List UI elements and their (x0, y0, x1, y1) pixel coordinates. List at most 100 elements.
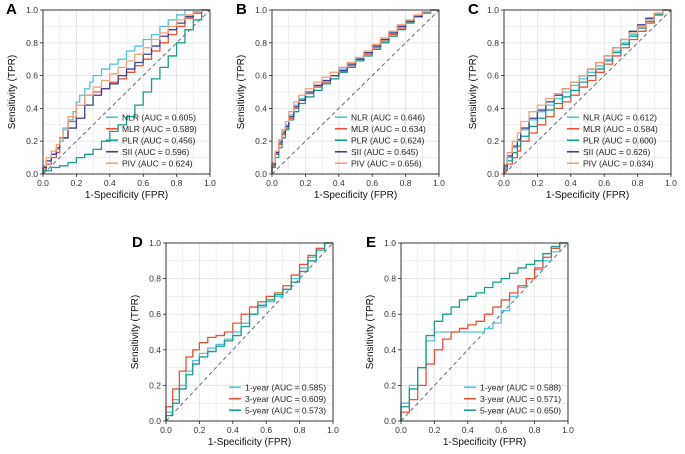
reference-diagonal (165, 242, 334, 422)
y-tick-label: 0.6 (255, 71, 267, 81)
x-tick-label: 0.0 (37, 178, 49, 188)
x-tick-label: 0.0 (395, 425, 407, 435)
x-tick-label: 1.0 (204, 178, 216, 188)
x-axis-title: 1-Specificity (FPR) (208, 437, 291, 448)
legend-label: NLR (AUC = 0.605) (122, 112, 196, 122)
panel-e: 0.0 0.2 0.4 0.6 0.8 1.0 0.0 0.2 0.4 0.6 0.8 1.0 1-Sp… (365, 234, 574, 448)
legend-label: NLR (AUC = 0.612) (583, 112, 657, 122)
y-tick-label: 0.6 (487, 71, 499, 81)
legend-label: SII (AUC = 0.645) (351, 147, 418, 157)
y-tick-label: 0.8 (255, 38, 267, 48)
x-tick-label: 0.8 (529, 425, 541, 435)
y-tick-label: 0.4 (487, 103, 499, 113)
legend-label: PLR (AUC = 0.624) (351, 135, 425, 145)
legend-label: PIV (AUC = 0.656) (351, 158, 422, 168)
roc-curve-4 (271, 9, 439, 174)
x-tick-label: 0.8 (171, 178, 183, 188)
legend-label: 1-year (AUC = 0.588) (480, 382, 561, 392)
roc-curve-3 (271, 9, 439, 174)
y-tick-label: 0.4 (384, 345, 396, 355)
panel-letter: D (132, 234, 143, 251)
x-axis-title: 1-Specificity (FPR) (546, 190, 629, 201)
x-tick-label: 0.4 (333, 178, 345, 188)
x-tick-label: 0.0 (498, 178, 510, 188)
y-tick-label: 0.8 (26, 38, 38, 48)
roc-curve-2 (400, 242, 568, 421)
y-tick-label: 1.0 (487, 5, 499, 15)
y-tick-label: 1.0 (26, 5, 38, 15)
y-tick-label: 1.0 (255, 5, 267, 15)
x-tick-label: 0.4 (227, 425, 239, 435)
x-tick-label: 1.0 (327, 425, 339, 435)
x-tick-label: 0.6 (366, 178, 378, 188)
panel-a: 0.0 0.2 0.4 0.6 0.8 1.0 0.0 0.2 0.4 0.6 0.8 1.0 1-Sp… (6, 1, 216, 201)
y-tick-label: 0.6 (149, 309, 161, 319)
x-tick-label: 0.6 (495, 425, 507, 435)
legend-label: MLR (AUC = 0.634) (351, 124, 426, 134)
roc-curve-5 (503, 9, 671, 174)
x-tick-label: 0.6 (598, 178, 610, 188)
x-tick-label: 0.2 (70, 178, 82, 188)
legend: NLR (AUC = 0.612) MLR (AUC = 0.584)PLR (A… (567, 112, 658, 168)
roc-curve-3 (165, 242, 333, 421)
legend: NLR (AUC = 0.605) MLR (AUC = 0.589)PLR (A… (106, 112, 197, 168)
y-tick-label: 0.4 (149, 345, 161, 355)
axis-frame (165, 242, 334, 422)
roc-curve-5 (42, 9, 210, 174)
x-tick-label: 1.0 (665, 178, 677, 188)
legend-label: 5-year (AUC = 0.650) (480, 405, 561, 415)
legend-label: NLR (AUC = 0.646) (351, 112, 425, 122)
x-tick-label: 0.8 (400, 178, 412, 188)
y-axis-title: Sensitivity (TPR) (236, 55, 247, 129)
panel-letter: B (236, 1, 247, 18)
y-tick-label: 0.2 (384, 380, 396, 390)
roc-curve-3 (400, 242, 568, 421)
x-tick-label: 0.2 (428, 425, 440, 435)
legend-label: 5-year (AUC = 0.573) (245, 405, 326, 415)
x-tick-label: 0.2 (193, 425, 205, 435)
x-tick-label: 0.0 (266, 178, 278, 188)
x-axis-title: 1-Specificity (FPR) (314, 190, 397, 201)
legend-label: SII (AUC = 0.626) (583, 147, 650, 157)
y-tick-label: 0.2 (149, 380, 161, 390)
legend: NLR (AUC = 0.646) MLR (AUC = 0.634)PLR (A… (335, 112, 426, 168)
y-tick-label: 0.4 (26, 103, 38, 113)
x-tick-label: 1.0 (562, 425, 574, 435)
y-tick-label: 1.0 (149, 238, 161, 248)
y-tick-label: 0.0 (384, 416, 396, 426)
y-axis-title: Sensitivity (TPR) (7, 55, 18, 129)
y-tick-label: 0.8 (487, 38, 499, 48)
y-tick-label: 0.0 (26, 169, 38, 179)
axis-frame (271, 9, 440, 175)
y-tick-label: 0.2 (487, 136, 499, 146)
panel-letter: A (6, 1, 17, 18)
panel-d: 0.0 0.2 0.4 0.6 0.8 1.0 0.0 0.2 0.4 0.6 0.8 1.0 1-Sp… (130, 234, 339, 448)
legend-label: 1-year (AUC = 0.585) (245, 382, 326, 392)
y-tick-label: 0.0 (255, 169, 267, 179)
legend: 1-year (AUC = 0.585) 3-year (AUC = 0.609)… (229, 382, 326, 415)
legend-label: PLR (AUC = 0.600) (583, 135, 657, 145)
legend-label: MLR (AUC = 0.584) (583, 124, 658, 134)
y-tick-label: 0.8 (384, 274, 396, 284)
legend-label: PIV (AUC = 0.634) (583, 158, 654, 168)
roc-curve-3 (42, 9, 210, 174)
x-tick-label: 0.4 (565, 178, 577, 188)
x-tick-label: 1.0 (433, 178, 445, 188)
y-tick-label: 0.2 (26, 136, 38, 146)
y-tick-label: 0.0 (487, 169, 499, 179)
x-tick-label: 0.6 (260, 425, 272, 435)
y-tick-label: 0.6 (384, 309, 396, 319)
axis-frame (400, 242, 569, 422)
x-tick-label: 0.8 (632, 178, 644, 188)
legend-label: 3-year (AUC = 0.609) (245, 394, 326, 404)
x-tick-label: 0.2 (299, 178, 311, 188)
y-axis-title: Sensitivity (TPR) (130, 295, 141, 369)
x-axis-title: 1-Specificity (FPR) (443, 437, 526, 448)
y-tick-label: 0.6 (26, 71, 38, 81)
y-axis-title: Sensitivity (TPR) (365, 295, 376, 369)
panel-c: 0.0 0.2 0.4 0.6 0.8 1.0 0.0 0.2 0.4 0.6 0.8 1.0 1-Sp… (468, 1, 677, 201)
x-tick-label: 0.0 (160, 425, 172, 435)
x-tick-label: 0.4 (462, 425, 474, 435)
roc-curve-5 (271, 9, 439, 174)
